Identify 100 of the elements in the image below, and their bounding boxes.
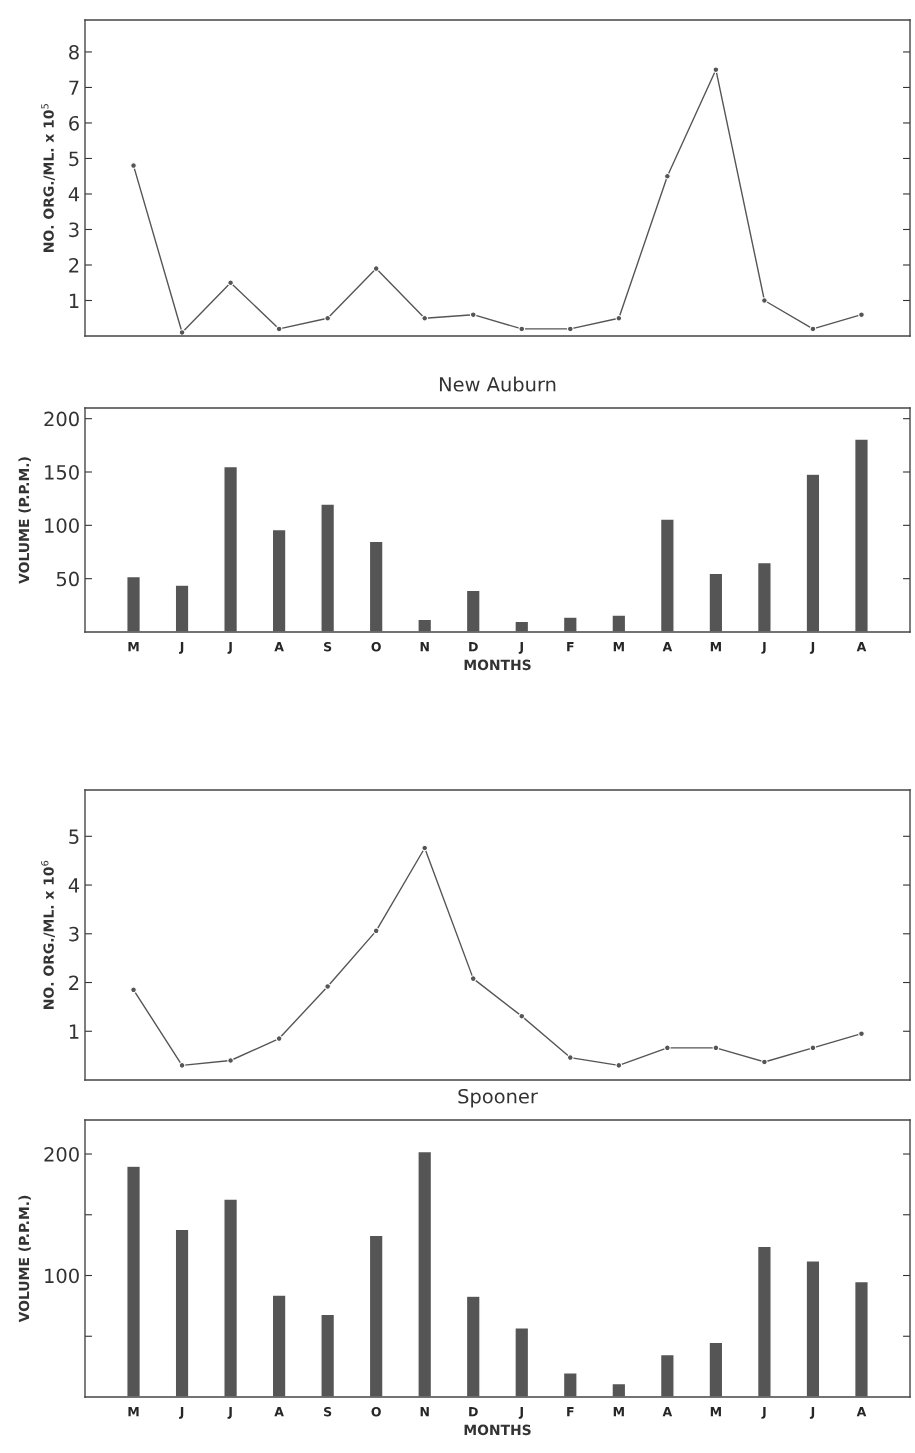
point bbox=[275, 325, 283, 333]
x-tick-label: N bbox=[420, 642, 429, 652]
x-tick-label: A bbox=[274, 1407, 284, 1417]
bar bbox=[271, 1294, 287, 1397]
bar bbox=[271, 528, 287, 632]
chart-title: Spooner bbox=[458, 1088, 538, 1108]
bar bbox=[368, 1234, 384, 1397]
y-tick-label: 6 bbox=[69, 115, 79, 131]
x-tick-label: M bbox=[710, 1407, 721, 1417]
point bbox=[761, 1058, 768, 1066]
point bbox=[469, 975, 477, 982]
y-tick-label: 8 bbox=[69, 44, 79, 60]
point bbox=[712, 66, 720, 74]
x-tick-label: D bbox=[469, 1407, 478, 1417]
bar bbox=[368, 540, 384, 632]
bar bbox=[611, 614, 627, 632]
y-axis-title: NO. ORG./ML. x 10$^{6}$ bbox=[41, 860, 55, 1009]
bar bbox=[708, 572, 724, 632]
x-tick-label: J bbox=[518, 642, 523, 654]
y-tick-label: 1 bbox=[69, 1024, 79, 1039]
bar bbox=[174, 1228, 190, 1397]
x-tick-label: J bbox=[227, 642, 232, 654]
y-axis-title: NO. ORG./ML. x 10$^{5}$ bbox=[41, 104, 55, 252]
x-tick-label: D bbox=[469, 642, 478, 652]
bar bbox=[756, 561, 772, 632]
point bbox=[858, 1030, 865, 1037]
x-tick-label: A bbox=[662, 1407, 673, 1417]
x-tick-label: A bbox=[662, 642, 673, 652]
x-tick-label: M bbox=[613, 642, 624, 652]
x-tick-label: J bbox=[179, 1407, 184, 1419]
bar bbox=[805, 473, 821, 632]
bar bbox=[562, 1372, 578, 1397]
y-tick-label: 100 bbox=[45, 518, 79, 533]
chart-title: New Auburn bbox=[439, 376, 556, 392]
bar bbox=[611, 1382, 627, 1397]
y-tick-label: 5 bbox=[69, 829, 79, 844]
x-axis-title: MONTHS bbox=[464, 659, 531, 671]
point bbox=[518, 325, 526, 333]
point bbox=[324, 314, 331, 322]
x-tick-label: M bbox=[613, 1407, 624, 1417]
bar bbox=[708, 1341, 724, 1397]
x-tick-label: J bbox=[809, 642, 815, 654]
bar bbox=[659, 518, 675, 632]
y-axis-title: VOLUME (P.P.M.) bbox=[18, 457, 31, 584]
bar bbox=[126, 575, 142, 632]
bar bbox=[417, 618, 433, 632]
x-tick-label: S bbox=[324, 1406, 332, 1417]
point bbox=[664, 172, 671, 180]
point bbox=[178, 1062, 186, 1069]
bar bbox=[417, 1150, 433, 1397]
x-tick-label: J bbox=[809, 1407, 815, 1419]
x-tick-label: J bbox=[227, 1407, 232, 1419]
bar bbox=[223, 1198, 239, 1397]
point bbox=[615, 1062, 623, 1069]
point bbox=[567, 1054, 574, 1061]
bar bbox=[126, 1165, 142, 1397]
x-tick-label: J bbox=[179, 642, 184, 654]
x-tick-label: J bbox=[518, 1407, 523, 1419]
y-tick-label: 2 bbox=[69, 257, 79, 273]
y-tick-label: 3 bbox=[69, 222, 79, 238]
x-tick-label: A bbox=[856, 642, 867, 652]
point bbox=[372, 265, 380, 272]
point bbox=[178, 329, 186, 336]
x-tick-label: M bbox=[128, 1407, 139, 1417]
bar bbox=[174, 584, 190, 632]
y-tick-label: 4 bbox=[68, 187, 80, 202]
point bbox=[469, 311, 477, 318]
y-tick-label: 2 bbox=[69, 975, 79, 990]
x-tick-label: M bbox=[128, 642, 139, 652]
point bbox=[567, 325, 574, 333]
point bbox=[130, 986, 137, 994]
point bbox=[761, 297, 768, 304]
x-tick-label: O bbox=[371, 1406, 381, 1417]
bar bbox=[853, 1280, 869, 1397]
y-tick-label: 3 bbox=[69, 926, 79, 942]
bar bbox=[465, 1295, 481, 1397]
x-tick-label: F bbox=[567, 1407, 574, 1417]
x-tick-label: J bbox=[761, 1407, 766, 1419]
bar bbox=[465, 589, 481, 632]
point bbox=[858, 311, 865, 318]
point bbox=[518, 1012, 526, 1020]
bar bbox=[320, 503, 336, 632]
point bbox=[421, 314, 428, 322]
point bbox=[324, 983, 331, 990]
x-tick-label: A bbox=[856, 1407, 867, 1417]
y-tick-label: 5 bbox=[69, 151, 79, 167]
y-tick-label: 200 bbox=[44, 1146, 79, 1162]
x-tick-label: M bbox=[710, 642, 721, 652]
y-tick-label: 7 bbox=[69, 80, 79, 95]
bar bbox=[514, 1327, 530, 1397]
bar bbox=[853, 438, 869, 632]
y-tick-label: 150 bbox=[45, 464, 79, 480]
y-tick-label: 100 bbox=[45, 1268, 79, 1284]
bar bbox=[320, 1313, 336, 1397]
y-tick-label: 4 bbox=[68, 878, 80, 893]
x-tick-label: N bbox=[420, 1407, 429, 1417]
point bbox=[615, 314, 623, 322]
point bbox=[421, 844, 428, 852]
point bbox=[130, 162, 137, 169]
point bbox=[227, 279, 234, 287]
